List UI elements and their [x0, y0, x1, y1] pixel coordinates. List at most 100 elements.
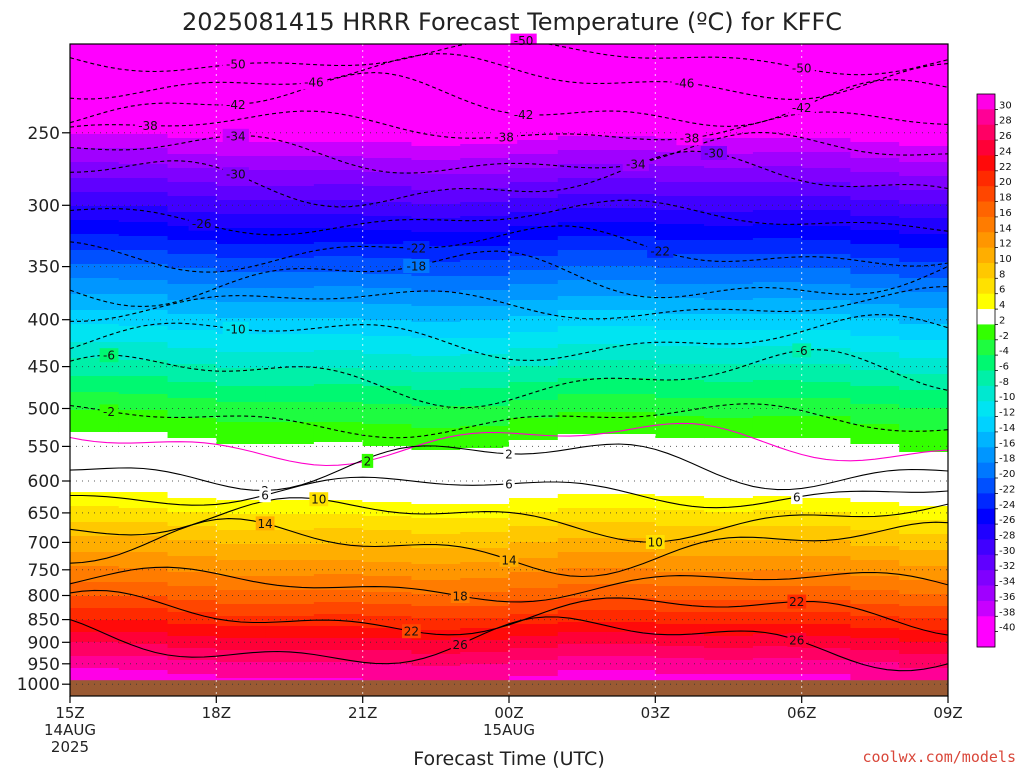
y-tick-label: 500	[28, 400, 60, 420]
colorbar-label: 6	[999, 285, 1005, 296]
colorbar-label: 28	[999, 116, 1012, 127]
y-tick-label: 300	[28, 196, 60, 216]
y-tick-label: 650	[28, 504, 60, 524]
colorbar-label: 12	[999, 239, 1012, 250]
colorbar-swatch	[977, 309, 995, 325]
colorbar-swatch	[977, 508, 995, 525]
colorbar-swatch	[977, 216, 995, 233]
contour-label: -42	[226, 98, 246, 112]
colorbar-swatch	[977, 247, 995, 264]
x-tick-label: 09Z	[933, 704, 962, 722]
colorbar-swatch	[977, 170, 995, 187]
contour-label: -38	[680, 132, 700, 146]
contour-label: -50	[514, 34, 534, 48]
contour-label: 14	[501, 553, 516, 567]
contour-line	[70, 225, 948, 273]
contour-label: 18	[453, 590, 468, 604]
contour-label: -34	[226, 129, 246, 143]
colorbar-label: -38	[999, 607, 1015, 618]
colorbar-swatch	[977, 109, 995, 126]
contour-label-bg	[188, 216, 215, 231]
contour-label-bg	[791, 490, 803, 505]
colorbar-swatch	[977, 416, 995, 433]
contour-label: -18	[406, 260, 426, 274]
colorbar-swatch	[977, 447, 995, 464]
contour-label: 22	[789, 595, 804, 609]
contour-label: -2	[103, 405, 115, 419]
colorbar-label: -26	[999, 515, 1015, 526]
contour-label-bg	[491, 129, 518, 144]
contour-label-bg	[403, 259, 430, 273]
contour-label: 10	[311, 493, 326, 507]
colorbar-swatch	[977, 585, 995, 602]
y-tick-label: 350	[28, 258, 60, 278]
chart-title: 2025081415 HRRR Forecast Temperature (ºC…	[182, 8, 842, 36]
contour-line	[70, 349, 948, 409]
x-tick-label: 15Z	[55, 704, 84, 722]
colorbar-swatch	[977, 186, 995, 202]
contour-label: -46	[304, 76, 324, 90]
y-tick-label: 1000	[17, 675, 60, 695]
contour-label-bg	[622, 157, 649, 172]
colorbar-label: 30	[999, 100, 1012, 111]
y-tick-label: 900	[28, 633, 60, 653]
y-axis: 2503003504004505005506006507007508008509…	[17, 124, 70, 695]
x-tick-label: 15AUG	[483, 721, 535, 739]
contour-label: -42	[514, 108, 534, 122]
contour-label-bg	[222, 97, 249, 112]
x-tick-label: 00Z	[494, 704, 523, 722]
colorbar-label: 2	[999, 315, 1005, 326]
contour-label-bg	[403, 241, 430, 255]
colorbar-label: 22	[999, 162, 1012, 173]
x-axis-label: Forecast Time (UTC)	[413, 748, 604, 768]
y-tick-label: 600	[28, 472, 60, 492]
colorbar-label: 10	[999, 254, 1012, 265]
colorbar-swatch	[977, 262, 995, 279]
contour-label-bg	[222, 128, 249, 143]
colorbar-label: -28	[999, 531, 1015, 542]
contour-label: -30	[226, 168, 246, 182]
colorbar-label: 20	[999, 177, 1012, 188]
colorbar-swatch	[977, 539, 995, 556]
colorbar-label: -12	[999, 408, 1015, 419]
contour-label: -6	[796, 344, 808, 358]
contour-label-bg	[787, 594, 807, 609]
contour-line	[70, 566, 948, 603]
contour-line	[70, 199, 948, 236]
colorbar-label: -14	[999, 423, 1015, 434]
colorbar-label: -30	[999, 546, 1015, 557]
contour-label-bg	[450, 589, 470, 603]
colorbar-swatch	[977, 155, 995, 172]
colorbar-label: -18	[999, 454, 1015, 465]
colorbar-label: 26	[999, 131, 1012, 142]
colorbar-swatch	[977, 293, 995, 310]
y-tick-label: 750	[28, 561, 60, 581]
contour-label-bg	[222, 167, 249, 182]
y-tick-label: 800	[28, 587, 60, 607]
colorbar-swatch	[977, 462, 995, 479]
colorbar-label: 8	[999, 269, 1005, 280]
contour-label-bg	[99, 404, 119, 419]
y-tick-label: 700	[28, 533, 60, 553]
x-tick-label: 06Z	[787, 704, 816, 722]
contour-label-bg	[402, 624, 421, 639]
colorbar-swatch	[977, 370, 995, 387]
contour-label-bg	[222, 321, 249, 336]
colorbar-swatch	[977, 600, 995, 617]
colorbar-swatch	[977, 324, 995, 341]
colorbar-label: -16	[999, 438, 1015, 449]
x-tick-label: 21Z	[348, 704, 377, 722]
colorbar-swatch	[977, 232, 995, 249]
colorbar-swatch	[977, 524, 995, 540]
x-tick-label: 14AUG	[44, 721, 96, 739]
contour-label-bg	[787, 632, 807, 647]
contour-label-bg	[792, 343, 812, 358]
contour-label: -6	[103, 349, 115, 363]
contour-label: 10	[648, 536, 663, 550]
ground-fill	[70, 680, 948, 696]
contour-label-bg	[450, 637, 470, 652]
colorbar-swatch	[977, 124, 995, 141]
contour-label-bg	[676, 131, 703, 146]
y-tick-label: 400	[28, 311, 60, 331]
colorbar-swatch	[977, 570, 995, 586]
